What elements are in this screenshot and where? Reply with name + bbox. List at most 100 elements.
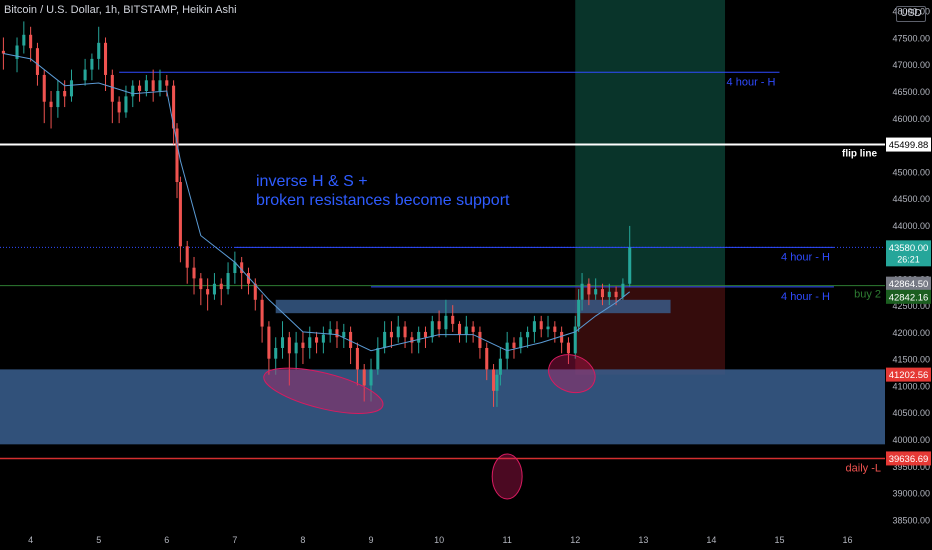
candle-body [35, 48, 39, 75]
position-target-zone [575, 0, 726, 286]
candle-body [478, 331, 482, 348]
candle-body [56, 91, 60, 108]
candle-body [138, 85, 142, 92]
candle-body [175, 128, 179, 183]
chart-title: Bitcoin / U.S. Dollar, 1h, BITSTAMP, Hei… [4, 4, 237, 16]
candle-body [607, 291, 611, 298]
candle-body [587, 283, 591, 295]
candle-body [42, 74, 46, 102]
price-label-box [886, 137, 931, 152]
candle-body [457, 323, 462, 335]
candle-body [192, 267, 196, 279]
y-tick-label: 46500.00 [892, 87, 930, 97]
candle-body [566, 342, 570, 354]
candle-body [349, 331, 353, 348]
candle-body [131, 85, 135, 97]
candle-body [185, 246, 189, 268]
x-tick-label: 8 [300, 535, 305, 545]
candle-body [573, 326, 577, 354]
pattern-ellipse [491, 453, 523, 500]
candle-body [144, 80, 148, 92]
candle-body [206, 289, 210, 295]
candle-body [29, 34, 33, 49]
candle-body [594, 289, 598, 295]
x-tick-label: 15 [774, 535, 784, 545]
y-tick-label: 44000.00 [892, 221, 930, 231]
candle-body [519, 337, 523, 348]
candle-body [396, 326, 400, 338]
candle-body [423, 331, 428, 338]
level-label: 4 hour - H [781, 291, 830, 303]
price-axis-layer: 38500.00 39000.00 39500.00 40000.00 40500.00… [886, 7, 931, 525]
candle-body [495, 374, 499, 391]
x-tick-label: 11 [503, 535, 512, 545]
y-tick-label: 48000.00 [892, 7, 930, 17]
candle-body [103, 42, 108, 75]
candle-body [124, 96, 128, 113]
resistance-zone [275, 299, 671, 314]
level-label: 4 hour - H [727, 76, 776, 88]
candle-body [219, 283, 223, 290]
y-tick-label: 40500.00 [892, 408, 930, 418]
candle-body [526, 331, 530, 338]
candle-body [240, 262, 244, 274]
candle-body [165, 80, 169, 86]
y-tick-label: 42500.00 [892, 301, 930, 311]
candle-body [15, 45, 19, 59]
candle-body [389, 331, 393, 338]
candle-body [178, 182, 182, 247]
candle-body [512, 342, 516, 348]
candle-body [294, 342, 298, 354]
y-tick-label: 41000.00 [892, 381, 930, 391]
candle-body [321, 334, 325, 343]
candle-body [580, 283, 584, 300]
y-tick-label: 47500.00 [892, 33, 930, 43]
x-tick-label: 9 [369, 535, 374, 545]
pattern-ellipse [263, 367, 384, 414]
candle-body [280, 337, 285, 348]
price-label-text: 43580.00 [889, 243, 929, 254]
level-label: daily -L [846, 462, 881, 474]
candle-body [417, 331, 421, 343]
x-tick-label: 4 [28, 535, 33, 545]
candle-body [90, 58, 94, 70]
candle-body [342, 331, 346, 338]
candle-body [226, 273, 230, 290]
y-tick-label: 39500.00 [892, 462, 930, 472]
candle-body [444, 315, 448, 330]
candle-body [301, 342, 305, 348]
candle-body [437, 321, 441, 330]
candle-body [253, 283, 257, 300]
level-label: flip line [842, 149, 877, 160]
price-label-text: 45499.88 [889, 140, 929, 151]
annotation-line-1: inverse H & S + [256, 173, 368, 190]
price-label-countdown: 26:21 [897, 254, 920, 264]
candles-layer [1, 21, 632, 407]
candle-body [83, 69, 87, 81]
candle-body [274, 347, 278, 359]
x-tick-label: 6 [164, 535, 169, 545]
y-tick-label: 44500.00 [892, 194, 930, 204]
price-label-box [886, 289, 931, 304]
price-label-text: 42864.50 [889, 279, 929, 290]
candle-body [492, 369, 496, 391]
candle-body [498, 358, 502, 375]
candle-body [451, 315, 455, 324]
candle-body [614, 291, 618, 298]
candle-body [117, 101, 121, 113]
candle-body [369, 369, 373, 386]
candle-body [403, 326, 407, 338]
currency-badge[interactable]: USD [896, 6, 926, 22]
x-tick-label: 12 [570, 535, 580, 545]
candle-body [308, 337, 312, 348]
pattern-ellipse [548, 354, 596, 394]
candle-body [362, 369, 366, 386]
candle-body [464, 326, 468, 335]
chart-annotation: inverse H & S + broken resistances becom… [256, 172, 509, 210]
candle-body [383, 331, 387, 348]
x-tick-label: 10 [434, 535, 444, 545]
candle-body [577, 299, 581, 327]
y-tick-label: 46000.00 [892, 114, 930, 124]
x-tick-label: 16 [843, 535, 853, 545]
